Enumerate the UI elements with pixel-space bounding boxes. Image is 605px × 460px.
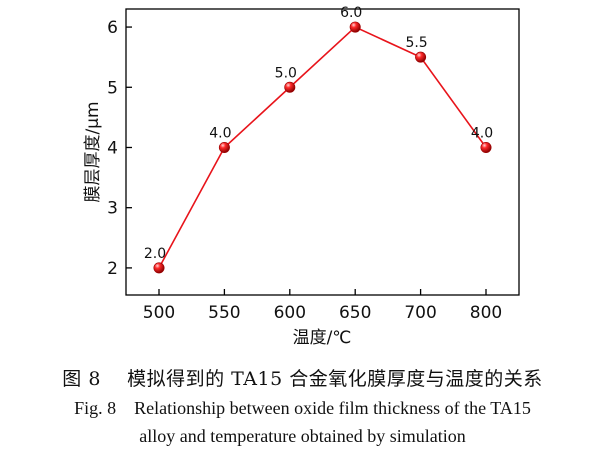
data-points <box>153 21 492 274</box>
data-point <box>480 141 492 153</box>
data-point <box>153 262 165 274</box>
data-label: 4.0 <box>209 125 231 141</box>
plot-frame <box>125 8 520 296</box>
data-label: 6.0 <box>340 5 362 21</box>
caption-english-line1: Fig. 8 Relationship between oxide film t… <box>0 398 605 419</box>
caption-chinese: 图 8 模拟得到的 TA15 合金氧化膜厚度与温度的关系 <box>0 364 605 391</box>
caption-en-label: Fig. 8 <box>74 398 117 418</box>
caption-cn-text: 模拟得到的 TA15 合金氧化膜厚度与温度的关系 <box>127 368 543 390</box>
data-point <box>415 51 427 63</box>
x-tick-label: 700 <box>404 303 436 323</box>
x-axis: 500 550 600 650 700 800 <box>143 289 502 323</box>
data-point <box>284 81 296 93</box>
caption-cn-label: 图 8 <box>62 368 101 390</box>
caption-en-text-2: alloy and temperature obtained by simula… <box>139 426 466 446</box>
x-tick-label: 550 <box>208 303 240 323</box>
y-tick-label: 2 <box>107 259 118 279</box>
x-tick-label: 800 <box>470 303 502 323</box>
x-tick-label: 500 <box>143 303 175 323</box>
x-tick-label: 600 <box>274 303 306 323</box>
y-tick-label: 4 <box>107 138 118 158</box>
data-point <box>218 141 230 153</box>
caption-english-line2: alloy and temperature obtained by simula… <box>0 426 605 447</box>
y-axis-label: 膜层厚度/μm <box>83 101 103 202</box>
data-label: 4.0 <box>471 125 493 141</box>
y-tick-label: 3 <box>107 199 118 219</box>
data-point <box>349 21 361 33</box>
y-tick-label: 6 <box>107 18 118 38</box>
y-axis: 2 3 4 5 6 <box>107 18 132 279</box>
data-labels: 2.0 4.0 5.0 6.0 5.5 4.0 <box>144 5 493 262</box>
y-tick-label: 5 <box>107 78 118 98</box>
caption-en-text-1: Relationship between oxide film thicknes… <box>134 398 531 418</box>
series-line <box>158 26 487 269</box>
line-chart: 2 3 4 5 6 500 550 600 650 700 800 2.0 4.0 5.0 6.0 5.5… <box>83 5 520 348</box>
x-tick-label: 650 <box>339 303 371 323</box>
data-label: 5.5 <box>405 35 427 51</box>
data-label: 5.0 <box>275 65 297 81</box>
data-label: 2.0 <box>144 246 166 262</box>
x-axis-label: 温度/℃ <box>293 328 352 348</box>
